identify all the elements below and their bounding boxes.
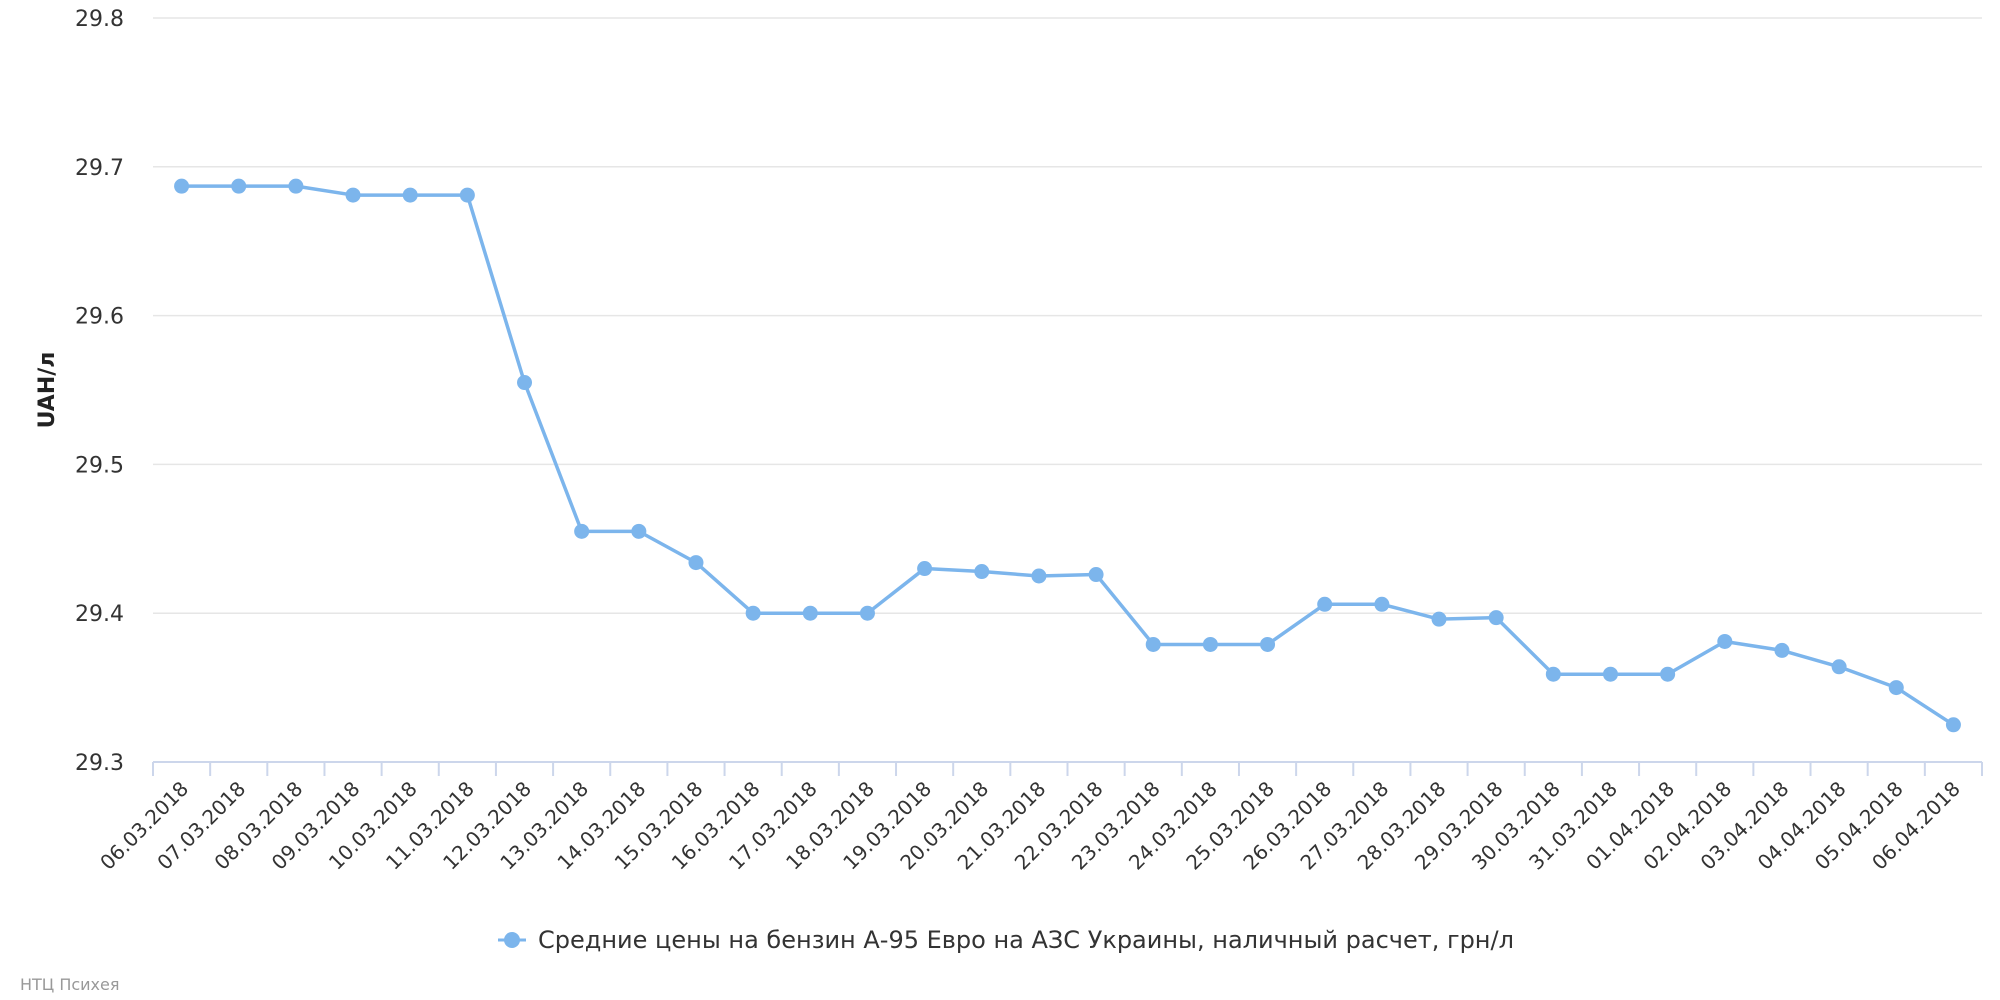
y-tick-label: 29.7 — [75, 156, 124, 181]
data-point[interactable] — [688, 555, 704, 571]
series-line-group[interactable] — [174, 178, 1961, 733]
data-point[interactable] — [1374, 596, 1390, 612]
data-point[interactable] — [1888, 680, 1904, 696]
data-point[interactable] — [345, 187, 361, 203]
y-tick-label: 29.6 — [75, 305, 124, 330]
data-point[interactable] — [745, 605, 761, 621]
data-point[interactable] — [1431, 611, 1447, 627]
x-axis: 06.03.201807.03.201808.03.201809.03.2018… — [95, 761, 1983, 875]
data-point[interactable] — [1945, 717, 1961, 733]
data-point[interactable] — [1145, 636, 1161, 652]
data-point[interactable] — [974, 564, 990, 580]
data-point[interactable] — [574, 523, 590, 539]
data-point[interactable] — [1660, 666, 1676, 682]
legend-series-label[interactable]: Средние цены на бензин А-95 Евро на АЗС … — [538, 926, 1514, 954]
data-point[interactable] — [231, 178, 247, 194]
data-point[interactable] — [402, 187, 418, 203]
data-point[interactable] — [802, 605, 818, 621]
chart-credit[interactable]: НТЦ Психея — [20, 975, 119, 994]
data-point[interactable] — [459, 187, 475, 203]
data-point[interactable] — [1202, 636, 1218, 652]
y-tick-label: 29.5 — [75, 453, 124, 478]
data-point[interactable] — [174, 178, 190, 194]
data-point[interactable] — [1317, 596, 1333, 612]
series-line[interactable] — [179, 184, 1956, 727]
y-axis-title: UAH/л — [35, 352, 60, 429]
data-point[interactable] — [631, 523, 647, 539]
y-tick-label: 29.8 — [75, 7, 124, 32]
y-tick-label: 29.3 — [75, 751, 124, 776]
data-point[interactable] — [1774, 642, 1790, 658]
data-point[interactable] — [1088, 567, 1104, 583]
data-point[interactable] — [1602, 666, 1618, 682]
data-point[interactable] — [1260, 636, 1276, 652]
data-point[interactable] — [1031, 568, 1047, 584]
legend-symbol-marker — [504, 932, 520, 948]
data-point[interactable] — [1488, 610, 1504, 626]
data-point[interactable] — [1545, 666, 1561, 682]
data-point[interactable] — [1831, 659, 1847, 675]
legend[interactable]: Средние цены на бензин А-95 Евро на АЗС … — [498, 926, 1514, 954]
data-point[interactable] — [288, 178, 304, 194]
y-tick-label: 29.4 — [75, 602, 124, 627]
y-axis-ticks: 29.3 29.4 29.5 29.6 29.7 29.8 — [75, 7, 124, 776]
data-point[interactable] — [1717, 633, 1733, 649]
data-point[interactable] — [917, 561, 933, 577]
grid-lines — [153, 17, 1982, 614]
data-point[interactable] — [859, 605, 875, 621]
data-point[interactable] — [517, 375, 533, 391]
